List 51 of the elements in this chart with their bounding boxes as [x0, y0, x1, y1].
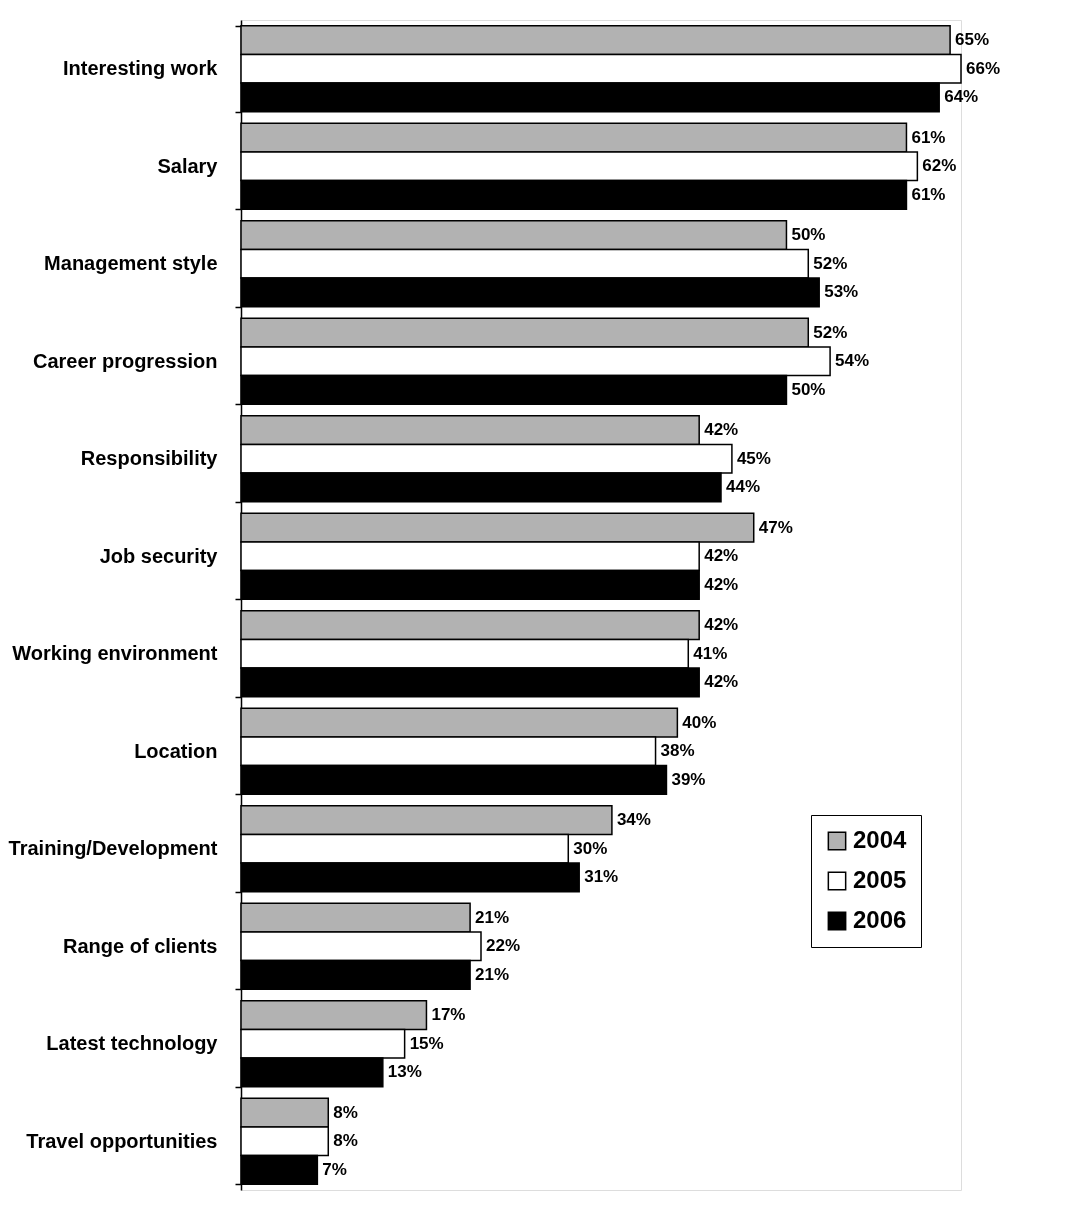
- y-tick-label: Range of clients: [63, 934, 218, 957]
- data-label: 61%: [911, 184, 946, 204]
- data-label: 45%: [736, 448, 771, 468]
- y-tick-label: Job security: [99, 544, 219, 567]
- data-label: 34%: [616, 810, 651, 830]
- data-label: 62%: [922, 156, 957, 176]
- y-tick-label: Location: [134, 739, 218, 762]
- data-label: 8%: [333, 1131, 358, 1151]
- legend-label: 2005: [853, 866, 907, 893]
- data-label: 52%: [813, 253, 848, 273]
- y-tick-label: Management style: [44, 252, 218, 275]
- data-label: 42%: [704, 574, 739, 594]
- data-label: 42%: [704, 420, 739, 440]
- data-label: 47%: [758, 517, 793, 537]
- data-label: 38%: [660, 741, 695, 761]
- y-tick-label: Responsibility: [80, 447, 219, 470]
- data-label: 52%: [813, 322, 848, 342]
- data-label: 39%: [671, 769, 706, 789]
- legend-label: 2004: [853, 826, 908, 853]
- data-label: 30%: [573, 838, 608, 858]
- y-tick-label: Training/Development: [8, 837, 218, 860]
- data-label: 7%: [322, 1159, 347, 1179]
- y-tick-label: Latest technology: [46, 1032, 219, 1055]
- y-tick-label: Salary: [157, 154, 219, 177]
- data-label: 54%: [835, 351, 870, 371]
- data-label: 50%: [791, 225, 826, 245]
- data-label: 8%: [333, 1102, 358, 1122]
- legend-label: 2006: [853, 906, 907, 933]
- data-label: 53%: [824, 282, 859, 302]
- data-label: 64%: [944, 87, 979, 107]
- data-label: 42%: [704, 546, 739, 566]
- y-tick-label: Working environment: [12, 642, 218, 665]
- data-label: 21%: [475, 964, 510, 984]
- data-label: 22%: [486, 936, 521, 956]
- y-tick-label: Career progression: [32, 349, 218, 372]
- data-label: 42%: [704, 672, 739, 692]
- data-label: 65%: [955, 30, 990, 50]
- data-label: 13%: [387, 1062, 422, 1082]
- data-label: 66%: [966, 58, 1001, 78]
- data-label: 31%: [584, 867, 619, 887]
- y-tick-label: Travel opportunities: [26, 1129, 218, 1152]
- data-label: 17%: [431, 1005, 466, 1025]
- data-label: 61%: [911, 127, 946, 147]
- data-label: 50%: [791, 379, 826, 399]
- data-label: 42%: [704, 615, 739, 635]
- data-label: 21%: [475, 907, 510, 927]
- data-label: 44%: [726, 477, 761, 497]
- data-label: 15%: [409, 1033, 444, 1053]
- y-tick-label: Interesting work: [63, 57, 219, 80]
- data-label: 40%: [682, 712, 717, 732]
- data-label: 41%: [693, 643, 728, 663]
